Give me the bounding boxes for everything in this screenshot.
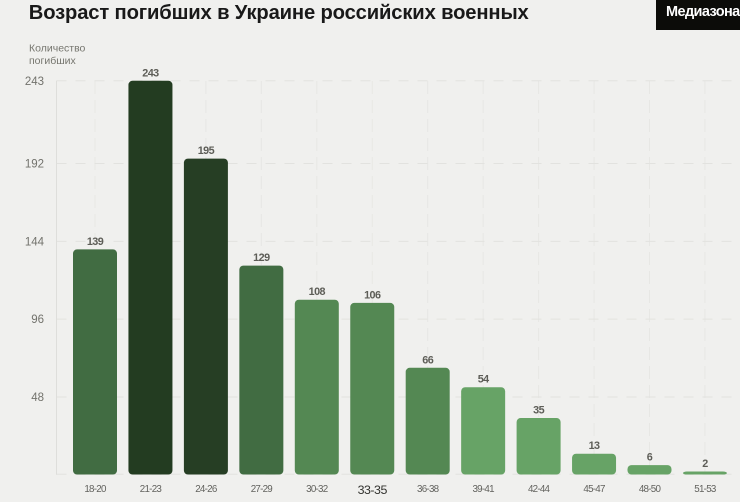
- svg-text:36-38: 36-38: [417, 484, 440, 495]
- svg-text:195: 195: [198, 145, 215, 157]
- svg-text:погибших: погибших: [29, 55, 77, 67]
- svg-text:144: 144: [25, 236, 45, 248]
- svg-text:54: 54: [478, 374, 489, 386]
- svg-text:243: 243: [142, 67, 159, 79]
- svg-text:13: 13: [589, 440, 600, 452]
- svg-text:129: 129: [253, 252, 270, 264]
- svg-text:27-29: 27-29: [251, 484, 273, 495]
- svg-text:96: 96: [31, 314, 44, 326]
- svg-text:2: 2: [702, 458, 708, 470]
- svg-text:66: 66: [422, 354, 433, 366]
- svg-text:108: 108: [309, 286, 326, 298]
- svg-text:18-20: 18-20: [84, 484, 107, 495]
- svg-text:21-23: 21-23: [140, 484, 163, 495]
- svg-text:6: 6: [647, 452, 653, 464]
- svg-text:48: 48: [31, 392, 44, 404]
- svg-text:30-32: 30-32: [306, 484, 328, 495]
- svg-text:24-26: 24-26: [195, 484, 218, 495]
- svg-text:35: 35: [533, 405, 544, 417]
- svg-text:42-44: 42-44: [528, 484, 551, 495]
- svg-text:51-53: 51-53: [694, 484, 717, 495]
- svg-text:106: 106: [364, 289, 381, 301]
- svg-text:33-35: 33-35: [358, 483, 388, 497]
- svg-text:39-41: 39-41: [472, 484, 494, 495]
- svg-text:45-47: 45-47: [583, 484, 605, 495]
- svg-text:192: 192: [25, 158, 44, 170]
- svg-text:243: 243: [25, 76, 44, 88]
- svg-text:139: 139: [87, 236, 104, 248]
- svg-text:48-50: 48-50: [639, 484, 662, 495]
- svg-text:Количество: Количество: [29, 42, 86, 54]
